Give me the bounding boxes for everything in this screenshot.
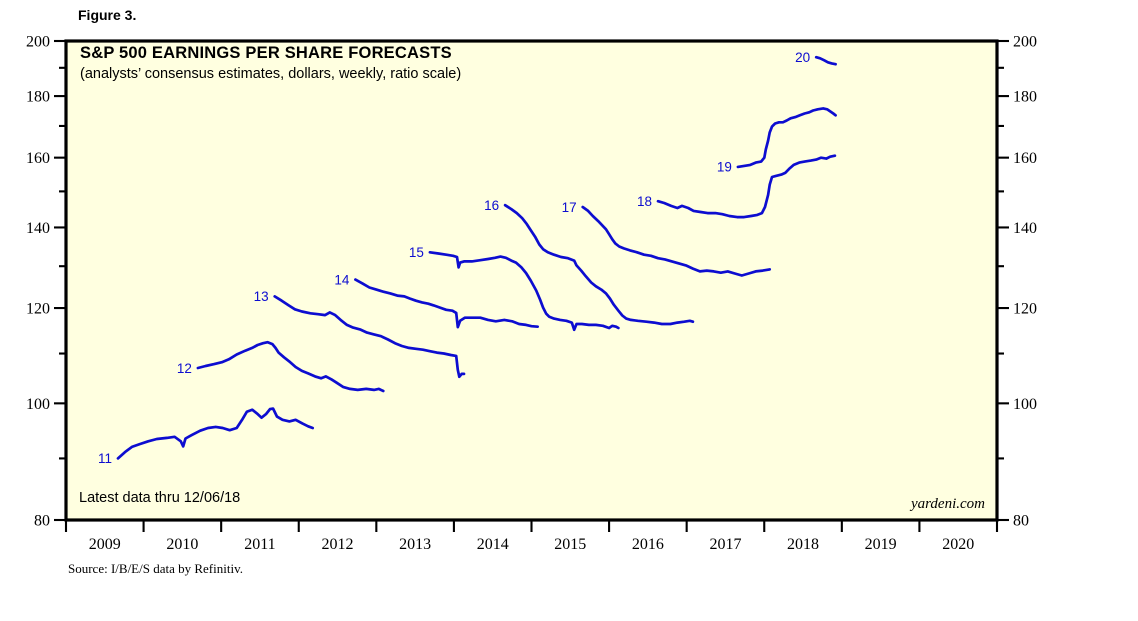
y-tick-label-left: 180: [26, 89, 50, 106]
series-label-12: 12: [177, 361, 192, 376]
y-tick-label-right: 180: [1013, 89, 1037, 106]
x-tick-label: 2009: [89, 536, 121, 553]
x-tick-label: 2018: [787, 536, 819, 553]
series-line-16: [503, 203, 695, 326]
y-tick-label-left: 80: [34, 513, 50, 530]
x-tick-label: 2011: [244, 536, 275, 553]
y-tick-label-right: 120: [1013, 301, 1037, 318]
x-tick-label: 2014: [477, 536, 509, 553]
series-line-14: [354, 278, 540, 329]
y-tick-label-right: 200: [1013, 34, 1037, 51]
x-tick-label: 2020: [942, 536, 974, 553]
series-label-14: 14: [334, 272, 350, 287]
latest-data-note: Latest data thru 12/06/18: [79, 490, 241, 506]
series-line-19: [736, 107, 837, 169]
series-line-20: [814, 55, 837, 66]
y-tick-label-right: 100: [1013, 396, 1037, 413]
series-line-17: [581, 205, 772, 277]
y-tick-label-left: 100: [26, 396, 50, 413]
y-tick-label-left: 120: [26, 301, 50, 318]
series-label-11: 11: [98, 451, 112, 466]
chart-title: S&P 500 EARNINGS PER SHARE FORECASTS: [80, 44, 452, 62]
series-label-18: 18: [637, 194, 652, 209]
y-tick-label-left: 160: [26, 150, 50, 167]
x-tick-label: 2012: [322, 536, 354, 553]
y-tick-label-left: 200: [26, 34, 50, 51]
axis-tick-labels: 80 80 100 100 120 120 140 140 160 160 180 180 200 200…: [26, 34, 1037, 554]
x-tick-label: 2015: [554, 536, 586, 553]
series-label-13: 13: [254, 289, 269, 304]
series-line-11: [116, 407, 315, 460]
x-tick-label: 2019: [865, 536, 897, 553]
series-line-13: [273, 295, 466, 379]
series-label-20: 20: [795, 50, 810, 65]
series-line-12: [196, 340, 385, 393]
series-line-18: [656, 154, 837, 219]
figure-label: Figure 3.: [78, 7, 137, 23]
series-label-16: 16: [484, 198, 499, 213]
y-tick-label-right: 140: [1013, 220, 1037, 237]
series-label-19: 19: [717, 160, 732, 175]
series-label-17: 17: [562, 200, 577, 215]
series-lines: [116, 55, 837, 460]
y-tick-label-left: 140: [26, 220, 50, 237]
x-tick-label: 2017: [709, 536, 741, 553]
y-tick-label-right: 80: [1013, 513, 1029, 530]
series-line-15: [428, 250, 620, 332]
chart-subtitle: (analysts’ consensus estimates, dollars,…: [80, 66, 462, 82]
source-note: Source: I/B/E/S data by Refinitiv.: [68, 561, 243, 576]
x-tick-label: 2016: [632, 536, 664, 553]
x-tick-label: 2010: [166, 536, 198, 553]
axis-ticks: [54, 39, 1009, 532]
y-tick-label-right: 160: [1013, 150, 1037, 167]
x-tick-label: 2013: [399, 536, 431, 553]
watermark-yardeni: yardeni.com: [910, 496, 985, 512]
series-labels: 11 12 13 14 15 16 17 18 19 20: [98, 50, 810, 466]
plot-frame: [64, 39, 999, 522]
series-label-15: 15: [409, 245, 424, 260]
